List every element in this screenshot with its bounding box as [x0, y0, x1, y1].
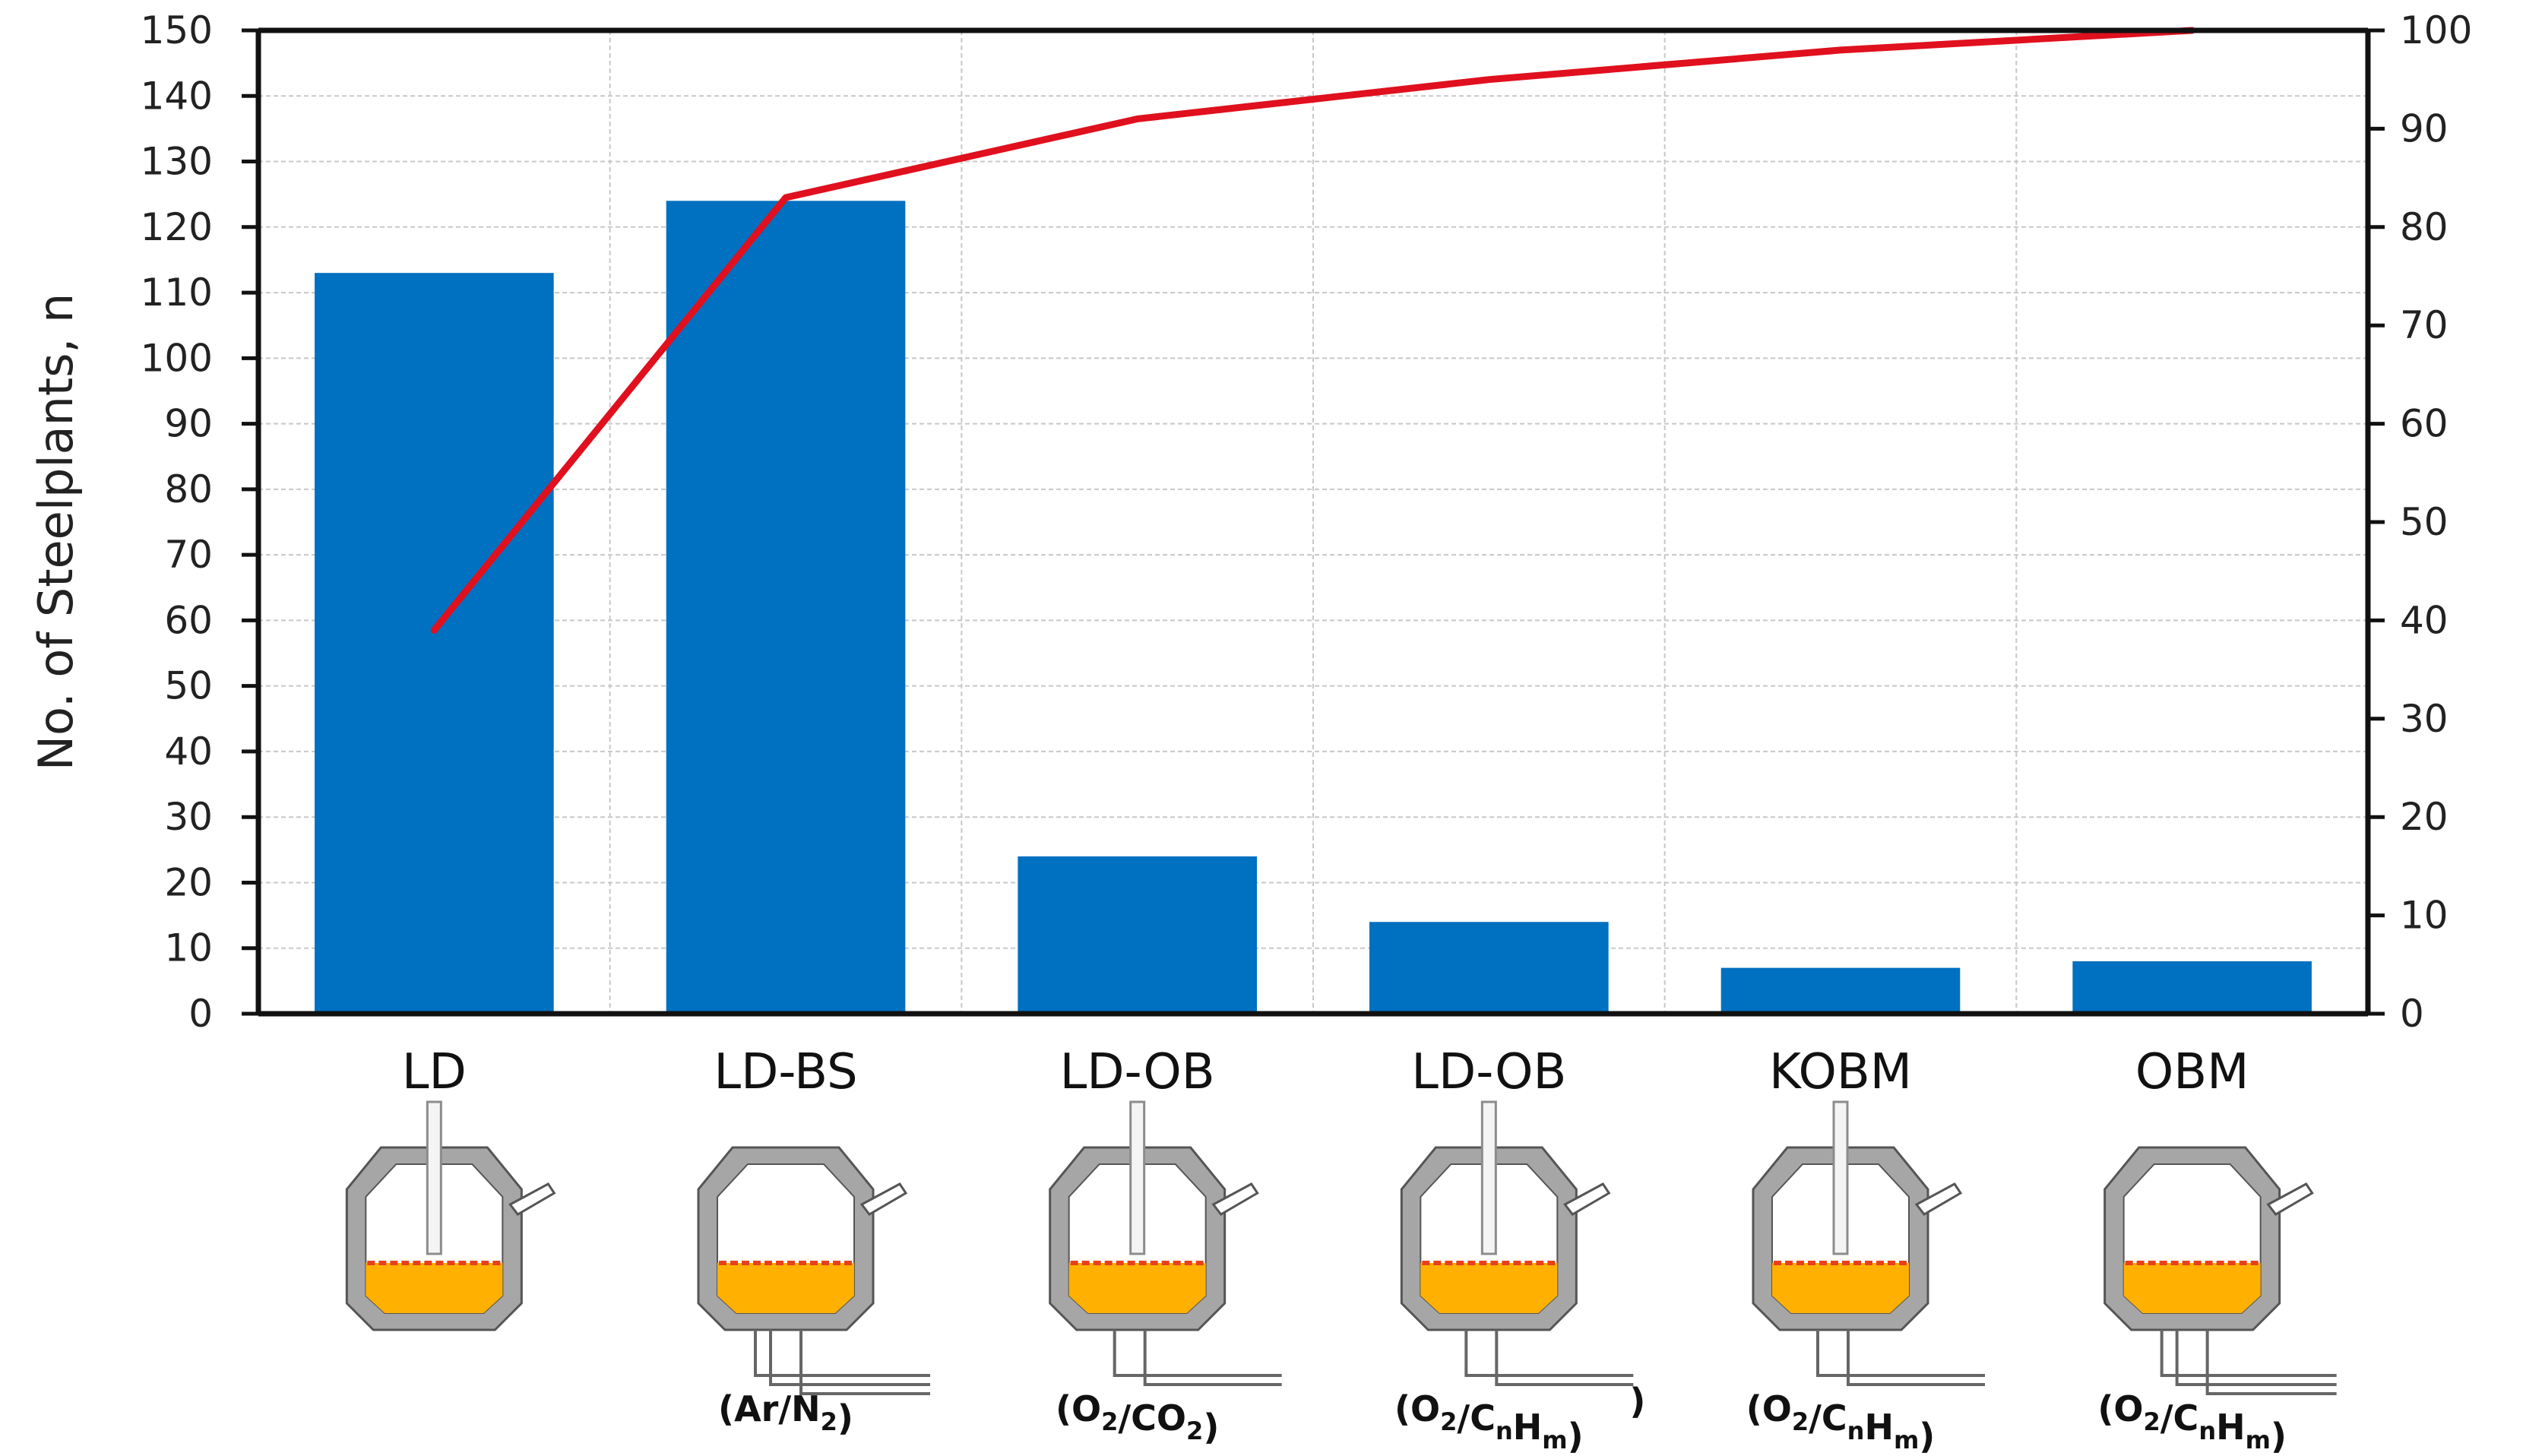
- line-point: [785, 196, 787, 198]
- category-label: OBM: [2135, 1044, 2249, 1100]
- category-label: LD-BS: [714, 1044, 857, 1100]
- left-tick-label: 90: [164, 402, 213, 446]
- gas-label: (O2/CnHm): [1746, 1388, 1936, 1456]
- gas-label: (Ar/N2): [718, 1388, 853, 1439]
- category-labels: LD LD-BS LD-OB LD-OB KOBM OBM: [402, 1044, 2249, 1100]
- left-tick-label: 0: [188, 992, 213, 1036]
- category-label: LD-OB: [1411, 1044, 1566, 1100]
- right-tick-label: 40: [2400, 598, 2448, 642]
- right-tick-label: 0: [2400, 992, 2424, 1036]
- bar: [1018, 856, 1257, 1014]
- category-label: LD: [402, 1044, 467, 1100]
- right-tick-label: 50: [2400, 500, 2448, 544]
- left-tick-label: 40: [164, 730, 213, 774]
- left-tick-label: 100: [141, 336, 213, 380]
- stray-paren-mark: ): [1629, 1381, 1645, 1422]
- right-tick-label: 70: [2400, 303, 2448, 347]
- gas-labels: (Ar/N2) (O2/CO2) (O2/CnHm) (O2/CnHm) (O2/CnH…: [718, 1381, 2287, 1456]
- right-tick-label: 30: [2400, 697, 2448, 741]
- left-tick-label: 30: [164, 795, 213, 839]
- converter-vessel-icon: [2103, 1146, 2337, 1395]
- left-tick-label: 50: [164, 664, 213, 708]
- converter-vessel-icon: [1400, 1100, 1634, 1386]
- grid-lines: [258, 30, 2368, 1014]
- converter-vessel-icon: [1752, 1100, 1985, 1386]
- right-tick-label: 20: [2400, 795, 2448, 839]
- converter-vessel-icon: [697, 1146, 930, 1395]
- left-y-ticks: 0 10 20 30 40 50 60 70 80 90 100 110 120 130 140 150: [141, 8, 258, 1036]
- gas-label: (O2/CO2): [1056, 1388, 1219, 1448]
- left-tick-label: 80: [164, 467, 213, 511]
- bar: [2072, 961, 2312, 1014]
- gas-label: (O2/CnHm): [1394, 1388, 1584, 1456]
- right-tick-label: 100: [2400, 8, 2472, 52]
- left-tick-label: 20: [164, 860, 213, 904]
- left-tick-label: 10: [164, 926, 213, 970]
- right-y-ticks: 0 10 20 30 40 50 60 70 80 90 100: [2368, 8, 2472, 1036]
- bar: [1720, 967, 1961, 1014]
- left-tick-label: 130: [141, 140, 213, 184]
- bar-series: [315, 201, 2312, 1014]
- right-tick-label: 80: [2400, 205, 2448, 249]
- line-point: [1488, 78, 1490, 81]
- line-point: [1840, 49, 1841, 51]
- converter-vessel-icon: [345, 1100, 556, 1331]
- category-label: LD-OB: [1060, 1044, 1215, 1100]
- line-point: [433, 629, 435, 631]
- left-tick-label: 120: [141, 205, 213, 249]
- gas-label: (O2/CnHm): [2097, 1388, 2287, 1456]
- y-axis-label: No. of Steelplants, n: [28, 293, 84, 771]
- right-tick-label: 60: [2400, 402, 2448, 446]
- left-tick-label: 70: [164, 533, 213, 577]
- right-tick-label: 90: [2400, 106, 2448, 150]
- bar: [666, 201, 906, 1014]
- left-tick-label: 110: [141, 271, 213, 315]
- left-tick-label: 140: [141, 74, 213, 118]
- bar: [315, 273, 554, 1014]
- right-tick-label: 10: [2400, 894, 2448, 938]
- converter-icons: [345, 1100, 2337, 1395]
- converter-vessel-icon: [1049, 1100, 1282, 1386]
- left-tick-label: 60: [164, 598, 213, 642]
- left-tick-label: 150: [141, 8, 213, 52]
- line-point: [1136, 118, 1138, 120]
- bar: [1369, 922, 1609, 1014]
- category-label: KOBM: [1769, 1044, 1912, 1100]
- cumulative-line-path: [430, 27, 2196, 634]
